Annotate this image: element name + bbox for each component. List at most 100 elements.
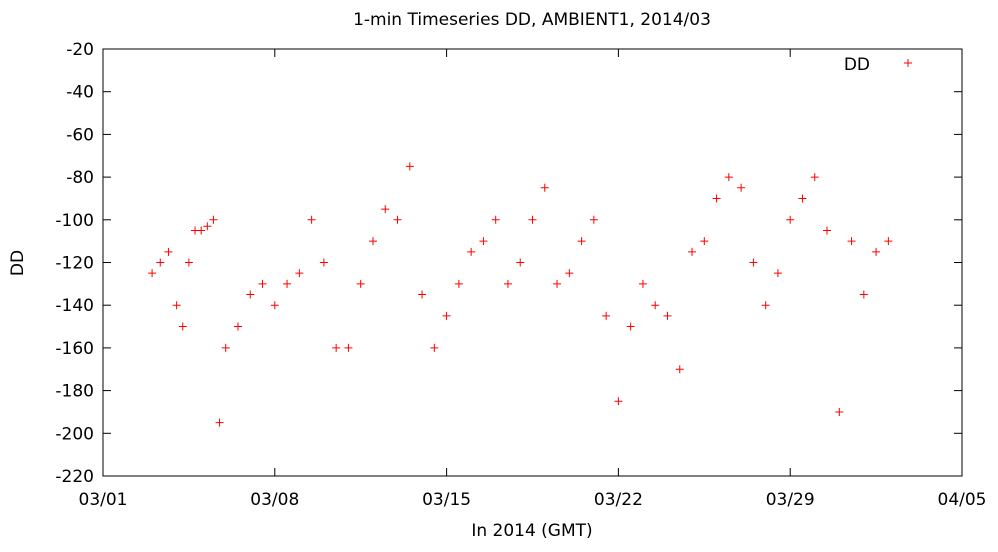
y-tick: -100 xyxy=(55,211,962,231)
data-point xyxy=(148,269,157,278)
data-point xyxy=(565,269,574,278)
legend-plus-marker xyxy=(904,59,912,67)
y-axis: -20 -40 -60 -80 -100 -120 -140 -160 -180 -200 -220 xyxy=(55,40,962,487)
data-point xyxy=(221,343,230,352)
data-point xyxy=(381,205,390,214)
y-axis-label: DD xyxy=(8,250,28,276)
x-tick: 03/29 xyxy=(766,49,815,510)
data-point xyxy=(454,279,463,288)
data-point xyxy=(209,215,218,224)
data-point xyxy=(749,258,758,267)
data-point xyxy=(233,322,242,331)
data-point xyxy=(859,290,868,299)
data-point xyxy=(651,301,660,310)
data-point xyxy=(491,215,500,224)
data-point xyxy=(344,343,353,352)
x-tick-label: 03/22 xyxy=(594,490,643,510)
data-point xyxy=(319,258,328,267)
x-tick-label: 03/15 xyxy=(422,490,471,510)
data-point xyxy=(528,215,537,224)
data-point xyxy=(479,237,488,246)
data-point xyxy=(823,226,832,235)
data-point xyxy=(700,237,709,246)
data-point xyxy=(663,311,672,320)
plot-frame xyxy=(102,48,963,477)
y-tick: -180 xyxy=(55,382,962,402)
x-tick-label: 03/29 xyxy=(766,490,815,510)
y-tick-label: -40 xyxy=(66,83,94,103)
data-point xyxy=(675,365,684,374)
data-point xyxy=(540,183,549,192)
legend: DD xyxy=(844,55,912,75)
data-point xyxy=(393,215,402,224)
legend-marker-dd xyxy=(904,59,912,67)
data-point xyxy=(164,247,173,256)
data-point xyxy=(773,269,782,278)
data-point xyxy=(516,258,525,267)
data-point xyxy=(356,279,365,288)
y-tick-label: -120 xyxy=(55,254,94,274)
data-point xyxy=(761,301,770,310)
data-point xyxy=(724,173,733,182)
y-tick-label: -20 xyxy=(66,40,94,60)
data-point xyxy=(418,290,427,299)
y-tick-label: -140 xyxy=(55,296,94,316)
y-tick: -140 xyxy=(55,296,962,316)
data-point xyxy=(332,343,341,352)
data-point xyxy=(884,237,893,246)
data-point xyxy=(368,237,377,246)
data-point xyxy=(270,301,279,310)
data-point xyxy=(712,194,721,203)
x-tick: 03/08 xyxy=(250,49,299,510)
y-tick: -200 xyxy=(55,424,962,444)
legend-label-dd: DD xyxy=(844,55,870,75)
chart-title: 1-min Timeseries DD, AMBIENT1, 2014/03 xyxy=(353,10,711,30)
data-point xyxy=(197,226,206,235)
data-point xyxy=(156,258,165,267)
y-tick-label: -180 xyxy=(55,382,94,402)
data-point xyxy=(430,343,439,352)
data-point xyxy=(589,215,598,224)
data-point xyxy=(602,311,611,320)
data-point xyxy=(786,215,795,224)
data-point xyxy=(467,247,476,256)
data-point xyxy=(626,322,635,331)
y-tick: -20 xyxy=(66,40,962,60)
data-point xyxy=(442,311,451,320)
x-axis: 03/01 03/08 03/15 03/22 03/29 04/05 xyxy=(79,49,987,510)
series-dd-points xyxy=(148,162,893,427)
data-point xyxy=(178,322,187,331)
x-tick: 03/15 xyxy=(422,49,471,510)
data-point xyxy=(835,407,844,416)
data-point xyxy=(810,173,819,182)
y-tick-label: -60 xyxy=(66,125,94,145)
y-tick: -120 xyxy=(55,254,962,274)
y-tick-label: -80 xyxy=(66,168,94,188)
data-point xyxy=(553,279,562,288)
data-point xyxy=(283,279,292,288)
y-tick-label: -160 xyxy=(55,339,94,359)
x-tick-label: 03/08 xyxy=(250,490,299,510)
data-point xyxy=(258,279,267,288)
y-tick-label: -200 xyxy=(55,424,94,444)
x-tick: 03/22 xyxy=(594,49,643,510)
data-point xyxy=(737,183,746,192)
data-point xyxy=(503,279,512,288)
data-point xyxy=(295,269,304,278)
data-point xyxy=(172,301,181,310)
data-point xyxy=(638,279,647,288)
data-point xyxy=(872,247,881,256)
data-point xyxy=(577,237,586,246)
x-tick-label: 03/01 xyxy=(79,490,128,510)
y-tick: -60 xyxy=(66,125,962,145)
data-point xyxy=(798,194,807,203)
data-point xyxy=(184,258,193,267)
data-point xyxy=(847,237,856,246)
y-tick-label: -220 xyxy=(55,467,94,487)
y-tick-label: -100 xyxy=(55,211,94,231)
x-tick-label: 04/05 xyxy=(938,490,987,510)
data-point xyxy=(307,215,316,224)
data-point xyxy=(215,418,224,427)
x-axis-label: In 2014 (GMT) xyxy=(471,521,592,541)
data-point xyxy=(614,397,623,406)
